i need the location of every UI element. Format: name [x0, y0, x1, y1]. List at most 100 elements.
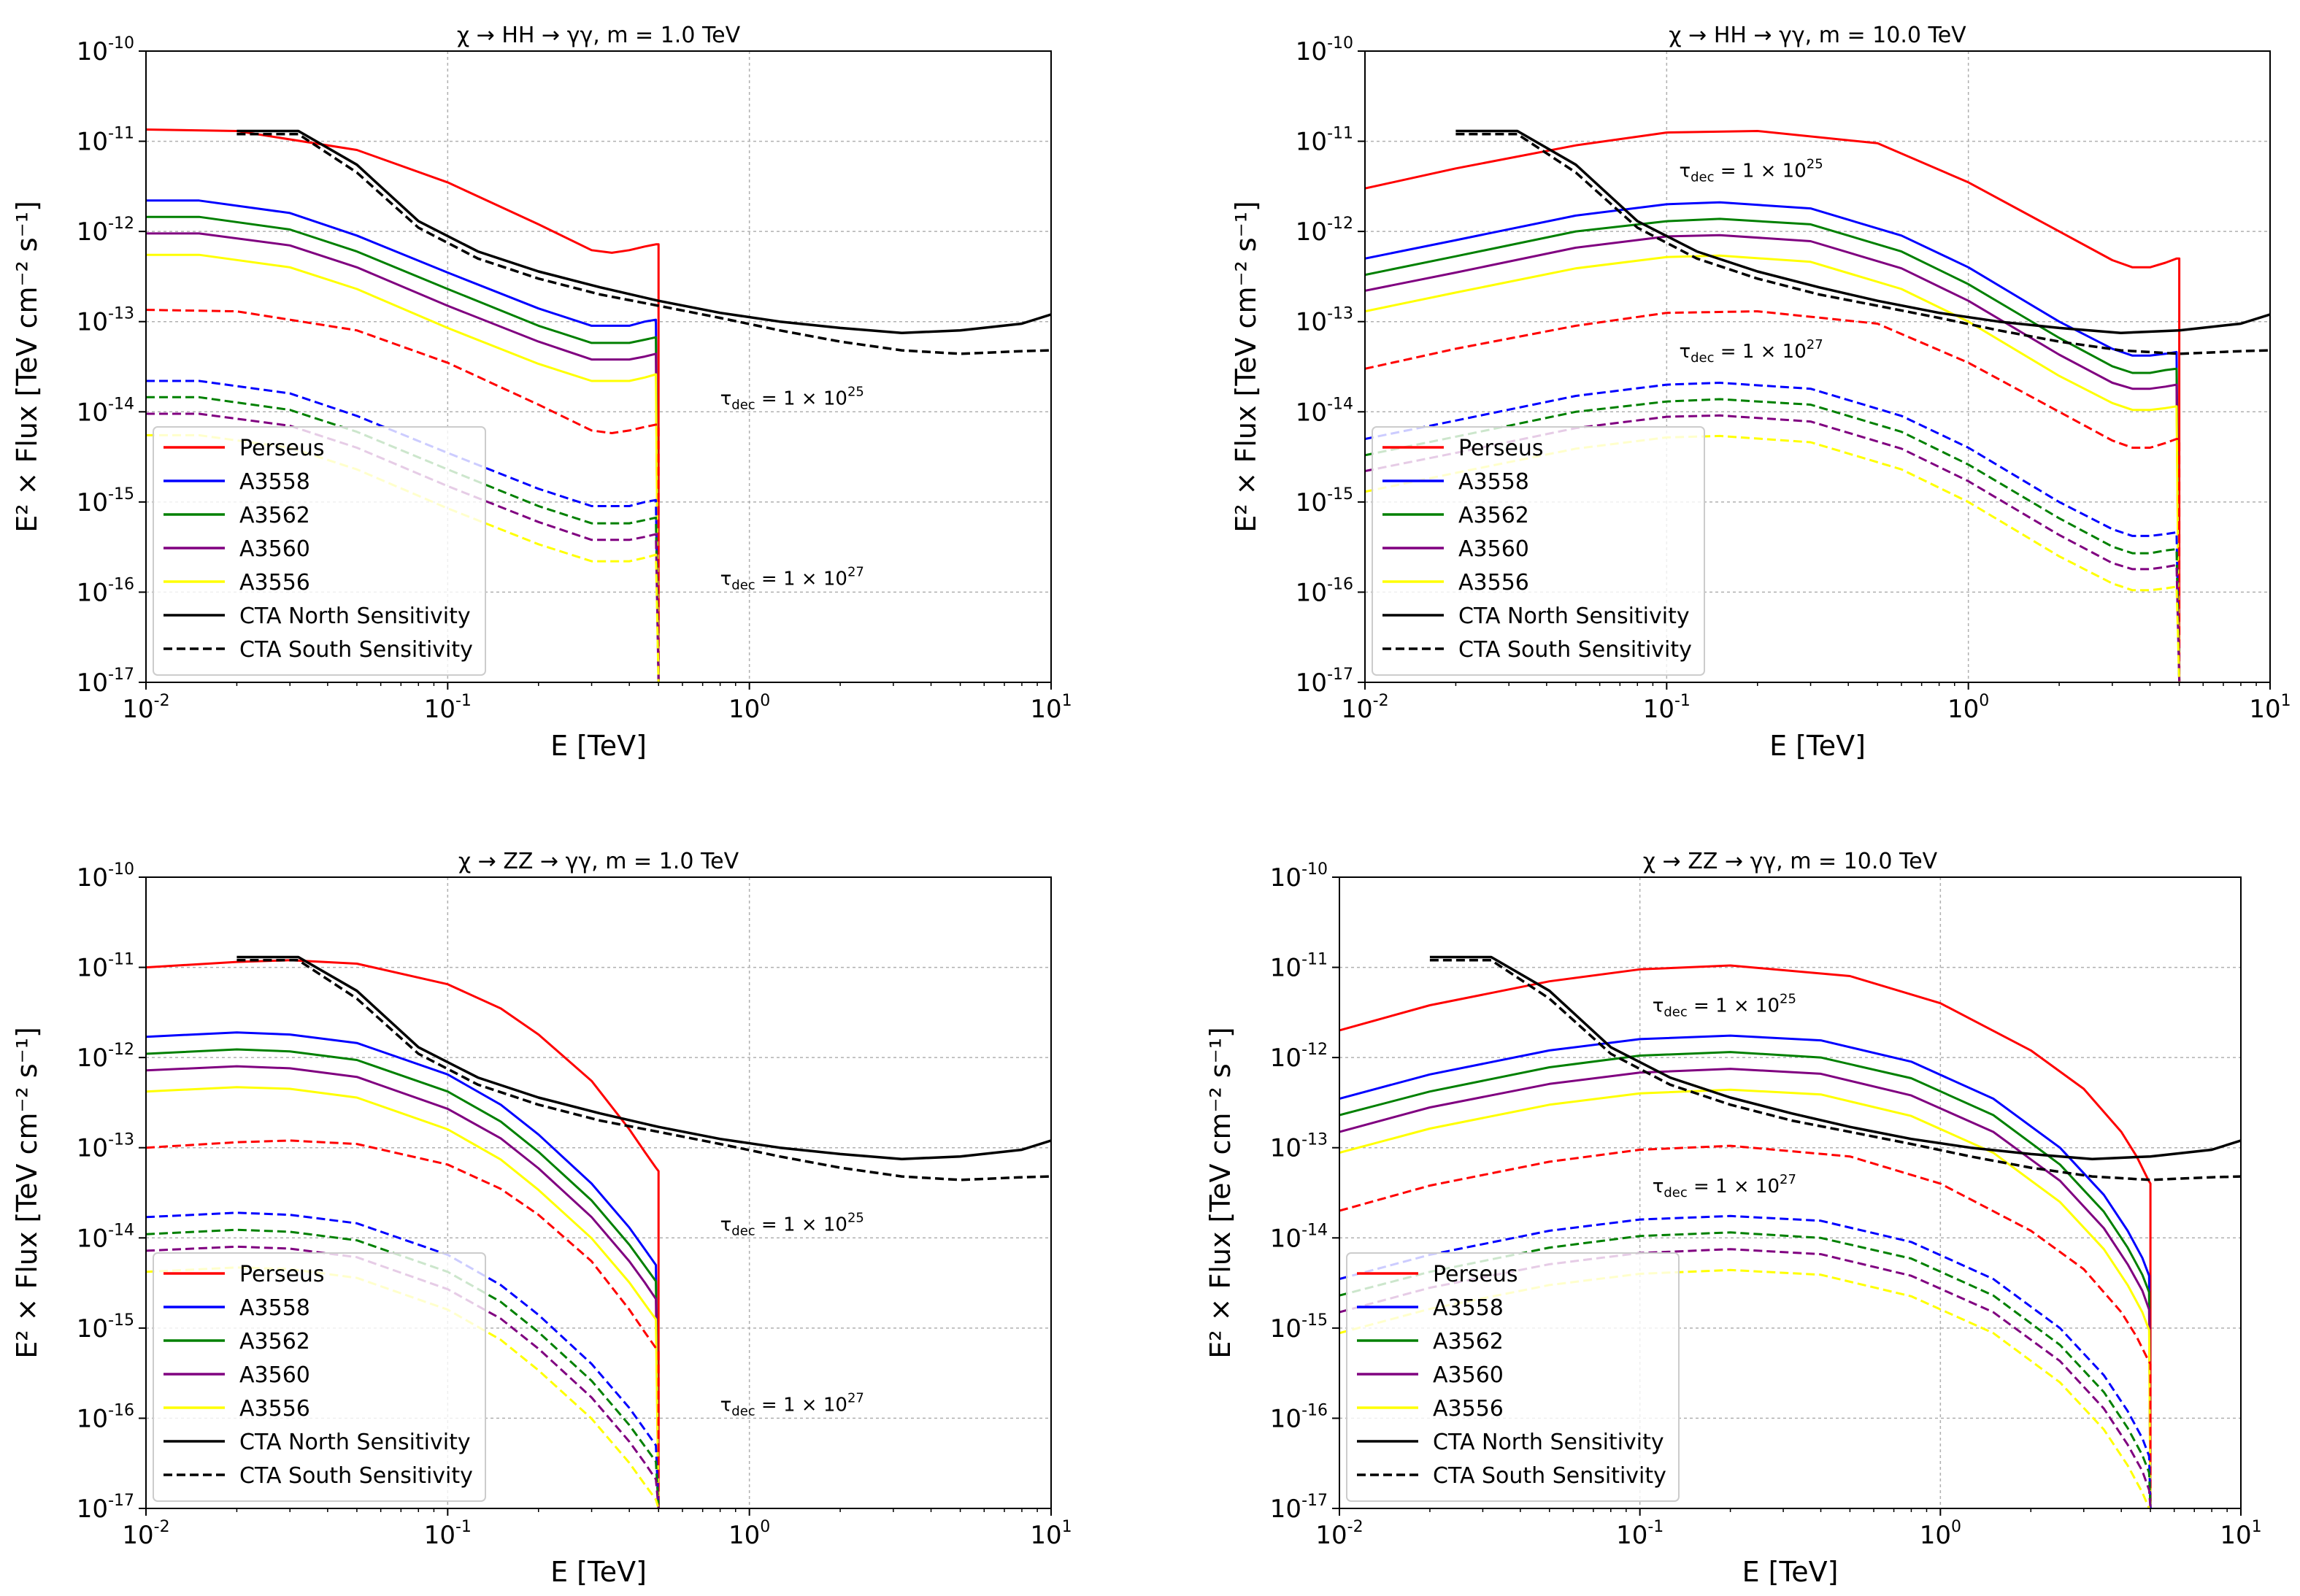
x-tick-label: 10-1: [424, 692, 472, 724]
x-tick-label: 10-1: [424, 1518, 472, 1550]
series-line-a3562-tau-1e25: [1365, 217, 2181, 682]
series-line-a3558-tau-1e25: [146, 1031, 660, 1508]
legend-label: CTA North Sensitivity: [239, 1430, 471, 1455]
series-line-a3558-tau-1e27: [146, 1211, 660, 1508]
y-tick-label: 10-13: [1270, 1131, 1328, 1163]
y-tick-label: 10-14: [77, 395, 134, 427]
series-line-a3556-tau-1e25: [146, 253, 660, 682]
series-line-a3560-tau-1e25: [146, 1065, 660, 1508]
series-line-a3560-tau-1e27: [146, 412, 660, 682]
y-tick-label: 10-11: [1270, 951, 1328, 983]
legend-label: CTA North Sensitivity: [1433, 1430, 1664, 1455]
series-line-a3562-tau-1e27: [1365, 398, 2181, 682]
series-line-cta-north-sensitivity: [1429, 955, 2241, 1160]
x-tick-label: 100: [1947, 692, 1989, 724]
y-tick-label: 10-10: [77, 860, 134, 893]
y-ticks: 10-17 10-16 10-15 10-14 10-13 10-12 10-11 10-10: [1296, 34, 1365, 698]
tau-annotation-1: τdec = 1 × 1025: [1653, 992, 1796, 1020]
x-tick-label: 101: [1030, 1518, 1072, 1550]
legend: Perseus A3558 A3562 A3560 A3556 CTA North Sen…: [1372, 426, 1705, 676]
y-axis-label: E² × Flux [TeV cm⁻² s⁻¹]: [1204, 1027, 1236, 1359]
series-line-a3558-tau-1e27: [1365, 382, 2181, 682]
series-line-a3560-tau-1e27: [146, 1245, 660, 1508]
legend-label: A3556: [239, 1396, 310, 1422]
series-line-cta-south-sensitivity: [1455, 133, 2270, 355]
x-tick-label: 101: [2220, 1518, 2261, 1550]
y-tick-label: 10-14: [77, 1221, 134, 1253]
legend-label: A3562: [1433, 1329, 1504, 1354]
y-ticks: 10-17 10-16 10-15 10-14 10-13 10-12 10-11 10-10: [1270, 860, 1339, 1524]
axes-frame: [1364, 50, 2271, 683]
chart-title: χ → HH → γγ, m = 10.0 TeV: [1669, 23, 1966, 48]
x-tick-label: 100: [728, 692, 770, 724]
tau-annotation-2: τdec = 1 × 1027: [1679, 337, 1823, 366]
chart-title: χ → HH → γγ, m = 1.0 TeV: [457, 23, 741, 48]
legend: Perseus A3558 A3562 A3560 A3556 CTA North Sen…: [153, 1252, 486, 1502]
tau-annotation-2: τdec = 1 × 1027: [1653, 1172, 1796, 1200]
y-tick-label: 10-13: [1296, 305, 1353, 337]
legend-label: A3560: [1433, 1362, 1504, 1388]
x-tick-label: 10-2: [122, 692, 169, 724]
legend-label: A3556: [1433, 1396, 1504, 1422]
series-line-a3560-tau-1e25: [146, 232, 660, 682]
series-line-a3562-tau-1e27: [146, 396, 660, 682]
legend: Perseus A3558 A3562 A3560 A3556 CTA North Sen…: [1346, 1252, 1680, 1502]
axes-frame: [145, 50, 1052, 683]
series-line-a3560-tau-1e25: [1339, 1068, 2152, 1508]
series-line-a3562-tau-1e25: [1339, 1051, 2152, 1508]
series-line-a3558-tau-1e27: [146, 379, 660, 682]
x-axis-label: E [TeV]: [550, 730, 647, 762]
y-ticks: 10-17 10-16 10-15 10-14 10-13 10-12 10-11 10-10: [77, 34, 146, 698]
legend-label: A3560: [239, 536, 310, 562]
y-tick-label: 10-11: [1296, 125, 1353, 157]
y-tick-label: 10-13: [77, 1131, 134, 1163]
x-ticks: 10-2 10-1 100 101: [1315, 1508, 2262, 1550]
series-line-a3558-tau-1e25: [1339, 1034, 2152, 1508]
x-tick-label: 101: [1030, 692, 1072, 724]
x-ticks: 10-2 10-1 100 101: [122, 1508, 1072, 1550]
tau-annotation-1: τdec = 1 × 1025: [720, 385, 864, 413]
legend-box: [153, 1252, 486, 1502]
x-tick-label: 100: [728, 1518, 770, 1550]
y-tick-label: 10-15: [1270, 1311, 1328, 1344]
series-line-perseus-tau-1e27: [1339, 1144, 2152, 1508]
series-line-a3556-tau-1e25: [146, 1086, 660, 1508]
panel-4: 10-2 10-1 100 10110-1710-1610-1510-1410-131…: [1204, 849, 2262, 1588]
legend-label: A3560: [239, 1362, 310, 1388]
series-line-a3562-tau-1e25: [146, 1048, 660, 1508]
series-line-a3558-tau-1e25: [146, 199, 660, 682]
legend-box: [1346, 1252, 1680, 1502]
series-line-a3562-tau-1e25: [146, 215, 660, 682]
y-tick-label: 10-16: [77, 1401, 134, 1433]
legend-label: Perseus: [239, 1262, 325, 1287]
legend-label: CTA South Sensitivity: [1458, 637, 1692, 663]
series-line-cta-north-sensitivity: [1455, 129, 2270, 334]
x-tick-label: 100: [1920, 1518, 1961, 1550]
y-tick-label: 10-15: [77, 485, 134, 517]
y-tick-label: 10-11: [77, 951, 134, 983]
legend-box: [153, 426, 486, 676]
legend-label: Perseus: [1458, 436, 1544, 461]
y-tick-label: 10-17: [1270, 1492, 1328, 1524]
y-tick-label: 10-12: [77, 215, 134, 247]
series-line-cta-south-sensitivity: [236, 959, 1051, 1181]
x-tick-label: 10-1: [1643, 692, 1691, 724]
series-line-a3556-tau-1e27: [146, 433, 660, 682]
legend: Perseus A3558 A3562 A3560 A3556 CTA North Sen…: [153, 426, 486, 676]
series-line-a3560-tau-1e25: [1365, 234, 2181, 682]
legend-label: A3560: [1458, 536, 1529, 562]
y-tick-label: 10-17: [1296, 666, 1353, 698]
series-line-a3556-tau-1e27: [1365, 434, 2181, 682]
legend-label: A3562: [239, 1329, 310, 1354]
legend-label: CTA North Sensitivity: [1458, 604, 1690, 629]
y-tick-label: 10-12: [77, 1041, 134, 1073]
chart-title: χ → ZZ → γγ, m = 10.0 TeV: [1643, 849, 1938, 874]
legend-label: A3558: [1433, 1295, 1504, 1321]
series-line-perseus-tau-1e27: [1365, 310, 2181, 682]
y-tick-label: 10-15: [77, 1311, 134, 1344]
y-tick-label: 10-17: [77, 666, 134, 698]
series-line-cta-south-sensitivity: [236, 133, 1051, 355]
series-line-perseus-tau-1e27: [146, 309, 660, 682]
axes-frame: [145, 876, 1052, 1509]
